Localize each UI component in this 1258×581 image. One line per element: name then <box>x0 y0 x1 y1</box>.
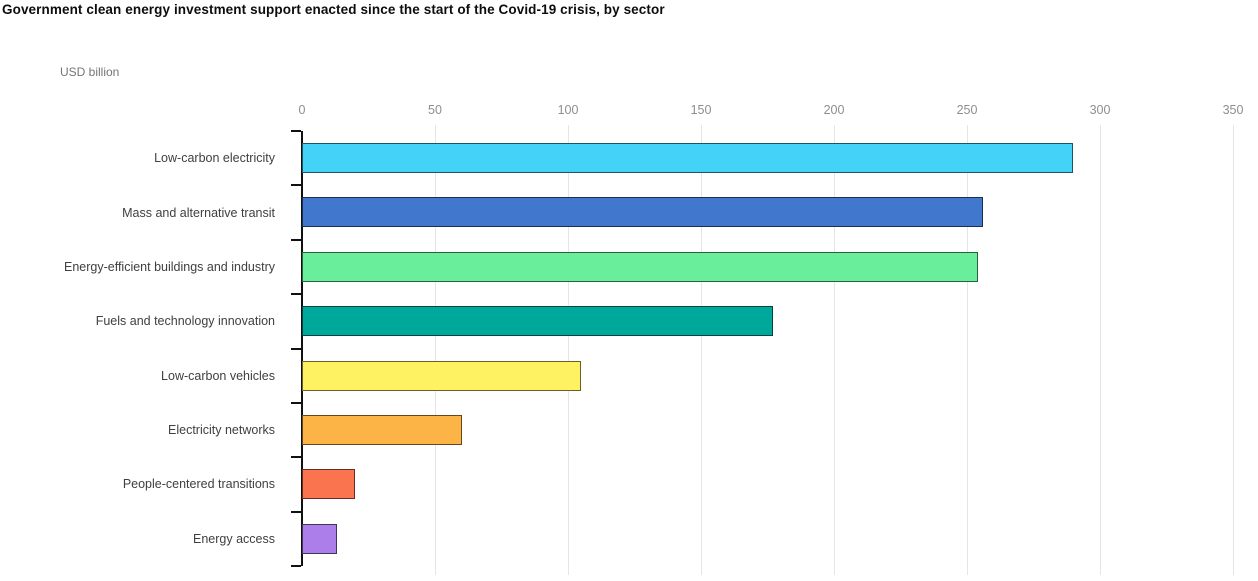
y-axis-tick <box>291 238 301 241</box>
y-axis-line <box>301 131 303 566</box>
x-tick-label: 100 <box>557 103 579 117</box>
x-tick-label: 200 <box>823 103 845 117</box>
x-tick-label: 150 <box>690 103 712 117</box>
category-label: Low-carbon vehicles <box>161 368 275 383</box>
category-label: Low-carbon electricity <box>154 151 275 166</box>
bar-mass-and-alternative-transit[interactable] <box>302 197 983 228</box>
category-label: Energy-efficient buildings and industry <box>63 259 275 274</box>
plot-area <box>291 125 1238 575</box>
y-axis-tick <box>291 184 301 187</box>
x-tick-label: 0 <box>298 103 306 117</box>
gridline <box>701 125 702 575</box>
bar-energy-access[interactable] <box>302 523 337 554</box>
category-labels: Low-carbon electricity Mass and alternati… <box>0 131 288 566</box>
bar-low-carbon-electricity[interactable] <box>302 143 1074 173</box>
y-axis-tick <box>291 401 301 404</box>
bar-fuels-and-technology-innovation[interactable] <box>302 306 773 337</box>
gridline <box>1100 125 1101 575</box>
category-label: Energy access <box>193 531 275 546</box>
x-tick-label: 50 <box>428 103 442 117</box>
gridline <box>967 125 968 575</box>
category-label: People-centered transitions <box>122 477 275 492</box>
gridline <box>435 125 436 575</box>
gridline <box>568 125 569 575</box>
y-axis-tick <box>291 510 301 513</box>
category-label: Fuels and technology innovation <box>95 314 275 329</box>
axis-unit-label: USD billion <box>60 65 120 79</box>
bar-low-carbon-vehicles[interactable] <box>302 360 582 391</box>
gridline <box>834 125 835 575</box>
x-tick-label: 350 <box>1222 103 1244 117</box>
y-axis-tick <box>291 293 301 296</box>
gridline <box>1233 125 1234 575</box>
y-axis-tick <box>291 456 301 459</box>
category-label: Mass and alternative transit <box>122 205 275 220</box>
x-tick-label: 250 <box>956 103 978 117</box>
bar-people-centered-transitions[interactable] <box>302 469 356 500</box>
chart-title: Government clean energy investment suppo… <box>2 2 665 17</box>
y-axis-tick <box>291 130 301 132</box>
y-axis-tick <box>291 565 301 567</box>
y-axis-tick <box>291 347 301 350</box>
x-tick-label: 300 <box>1089 103 1111 117</box>
bar-electricity-networks[interactable] <box>302 414 462 445</box>
category-label: Electricity networks <box>168 423 275 438</box>
bar-energy-efficient-buildings-and-industry[interactable] <box>302 251 978 282</box>
